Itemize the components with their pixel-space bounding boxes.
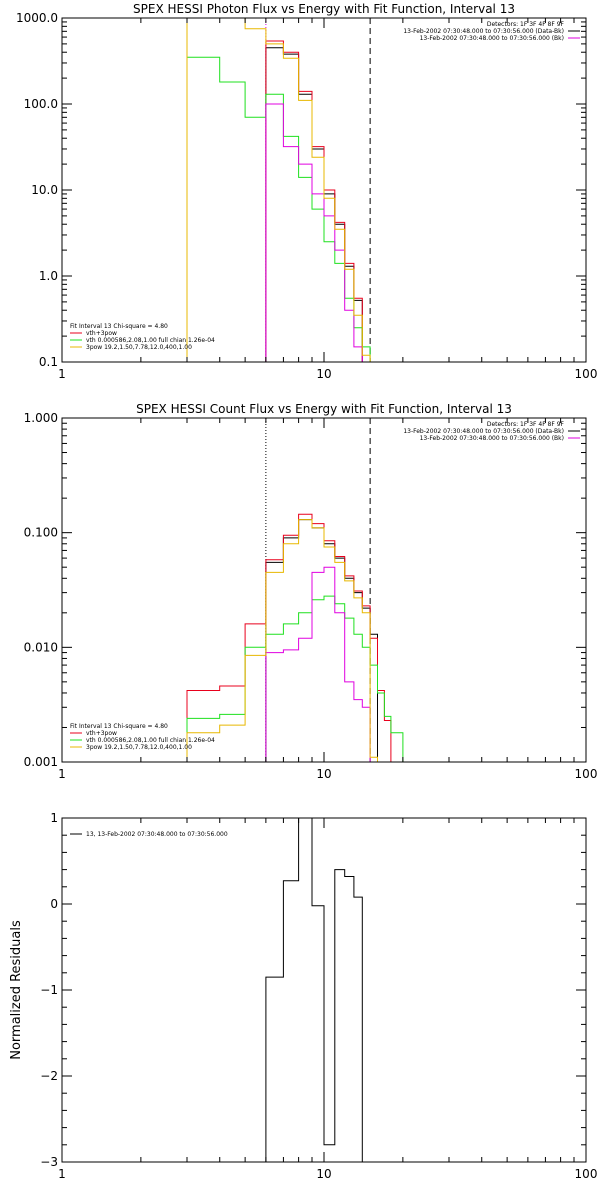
legend-bl-entry: vth+3pow (86, 330, 117, 337)
x-tick-label: 10 (316, 1167, 331, 1181)
legend-bl-entry: 3pow 19.2,1.50,7.78,12.0,400,1.00 (86, 744, 192, 751)
y-tick-label: −1 (40, 983, 58, 997)
series-green (186, 56, 378, 362)
plot-title: SPEX HESSI Count Flux vs Energy with Fit… (136, 402, 512, 416)
y-tick-label: 1.000 (24, 411, 58, 425)
legend-tl-entry: 13, 13-Feb-2002 07:30:48.000 to 07:30:56… (86, 831, 228, 838)
series-group (186, 513, 404, 762)
series-red (186, 513, 392, 762)
y-tick-label: 0.010 (24, 640, 58, 654)
x-tick-label: 100 (575, 767, 598, 781)
series-group (265, 818, 371, 1162)
y-tick-label: 0.1 (39, 355, 58, 369)
y-axis-label: Normalized Residuals (9, 920, 24, 1060)
x-tick-label: 10 (316, 767, 331, 781)
series-black (265, 47, 363, 362)
series-black (265, 519, 378, 762)
x-tick-label: 1 (58, 367, 66, 381)
legend-tr-entry: Detectors: 1F 3F 4F 8F 9F (487, 21, 565, 28)
y-tick-label: 1.0 (39, 269, 58, 283)
legend-bl-header: Fit Interval 13 Chi-square = 4.80 (70, 723, 168, 730)
legend-tr-entry: 13-Feb-2002 07:30:48.000 to 07:30:56.000… (403, 428, 564, 435)
y-tick-label: 100.0 (24, 97, 58, 111)
y-tick-label: 0.001 (24, 755, 58, 769)
y-tick-label: 1000.0 (16, 11, 58, 25)
x-tick-label: 100 (575, 367, 598, 381)
series-gold (186, 18, 371, 362)
plot-2: SPEX HESSI Count Flux vs Energy with Fit… (24, 402, 598, 781)
y-tick-label: −3 (40, 1155, 58, 1169)
legend-bl-header: Fit Interval 13 Chi-square = 4.80 (70, 323, 168, 330)
legend-tr-entry: 13-Feb-2002 07:30:48.000 to 07:30:56.000… (420, 435, 564, 442)
plot-frame (61, 417, 587, 763)
legend-tr-entry: 13-Feb-2002 07:30:48.000 to 07:30:56.000… (403, 28, 564, 35)
y-tick-label: −2 (40, 1069, 58, 1083)
x-tick-label: 100 (575, 1167, 598, 1181)
legend-bl-entry: vth 0.000586,2.08,1.00 full chian 1.26e-… (86, 337, 215, 344)
legend-tr-entry: 13-Feb-2002 07:30:48.000 to 07:30:56.000… (420, 35, 564, 42)
series-red (265, 40, 363, 362)
series-magenta (265, 103, 371, 362)
legend-bl-entry: 3pow 19.2,1.50,7.78,12.0,400,1.00 (86, 344, 192, 351)
y-tick-label: 0 (50, 897, 58, 911)
y-tick-label: 0.100 (24, 526, 58, 540)
plot-1: SPEX HESSI Photon Flux vs Energy with Fi… (16, 2, 597, 381)
plot-3: 1 10 100 −3 −2 −1 0 1 Normalized Residuals 13, 13… (9, 811, 597, 1181)
x-tick-label: 1 (58, 1167, 66, 1181)
series-magenta (265, 566, 378, 762)
legend-bl-entry: vth 0.000586,2.08,1.00 full chian 1.26e-… (86, 737, 215, 744)
legend-bl-entry: vth+3pow (86, 730, 117, 737)
series-group (186, 18, 378, 362)
series-gold (186, 519, 378, 762)
x-tick-label: 1 (58, 767, 66, 781)
series-black (265, 818, 371, 1162)
legend-tr-entry: Detectors: 1F 3F 4F 8F 9F (487, 421, 565, 428)
x-tick-label: 10 (316, 367, 331, 381)
y-tick-label: 10.0 (31, 183, 58, 197)
y-tick-label: 1 (50, 811, 58, 825)
plot-title: SPEX HESSI Photon Flux vs Energy with Fi… (133, 2, 515, 16)
